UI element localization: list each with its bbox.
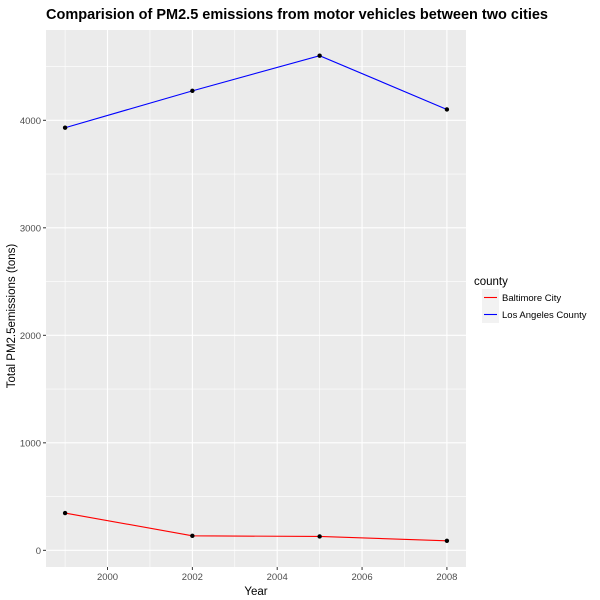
chart-title: Comparision of PM2.5 emissions from moto… bbox=[46, 7, 548, 23]
y-axis-ticks: 0 1000 2000 3000 4000 bbox=[20, 116, 46, 557]
data-point bbox=[444, 107, 450, 112]
data-point bbox=[190, 533, 195, 539]
x-tick-label: 2004 bbox=[267, 572, 288, 583]
y-tick-label: 0 bbox=[36, 546, 41, 557]
series-points bbox=[62, 53, 450, 543]
legend: county Baltimore City Los Angeles County bbox=[474, 276, 587, 323]
x-axis-title: Year bbox=[244, 586, 267, 598]
series-lines bbox=[64, 55, 448, 542]
grid-major bbox=[46, 30, 466, 567]
legend-label: Los Angeles County bbox=[502, 310, 587, 321]
legend-items: Baltimore City Los Angeles County bbox=[482, 289, 587, 323]
y-tick-label: 3000 bbox=[20, 223, 41, 234]
data-point bbox=[317, 53, 322, 58]
x-axis-ticks: 2000 2002 2004 2006 2008 bbox=[97, 567, 457, 583]
series-line-1 bbox=[64, 55, 448, 129]
legend-label: Baltimore City bbox=[502, 293, 561, 304]
legend-title: county bbox=[474, 276, 508, 288]
y-axis-title: Total PM2.5emissions (tons) bbox=[6, 244, 18, 389]
x-tick-label: 2002 bbox=[182, 572, 203, 583]
data-point bbox=[444, 538, 450, 543]
grid-minor bbox=[46, 30, 466, 567]
y-tick-label: 2000 bbox=[20, 331, 41, 342]
x-tick-label: 2000 bbox=[97, 572, 118, 583]
x-tick-label: 2008 bbox=[436, 572, 457, 583]
y-tick-label: 4000 bbox=[20, 116, 41, 127]
y-tick-label: 1000 bbox=[20, 438, 41, 449]
data-point bbox=[62, 125, 68, 130]
series-line-0 bbox=[64, 512, 447, 542]
data-point bbox=[62, 510, 68, 516]
data-point bbox=[317, 534, 322, 539]
data-point bbox=[190, 88, 195, 94]
x-tick-label: 2006 bbox=[351, 572, 372, 583]
plot-panel bbox=[46, 30, 466, 567]
